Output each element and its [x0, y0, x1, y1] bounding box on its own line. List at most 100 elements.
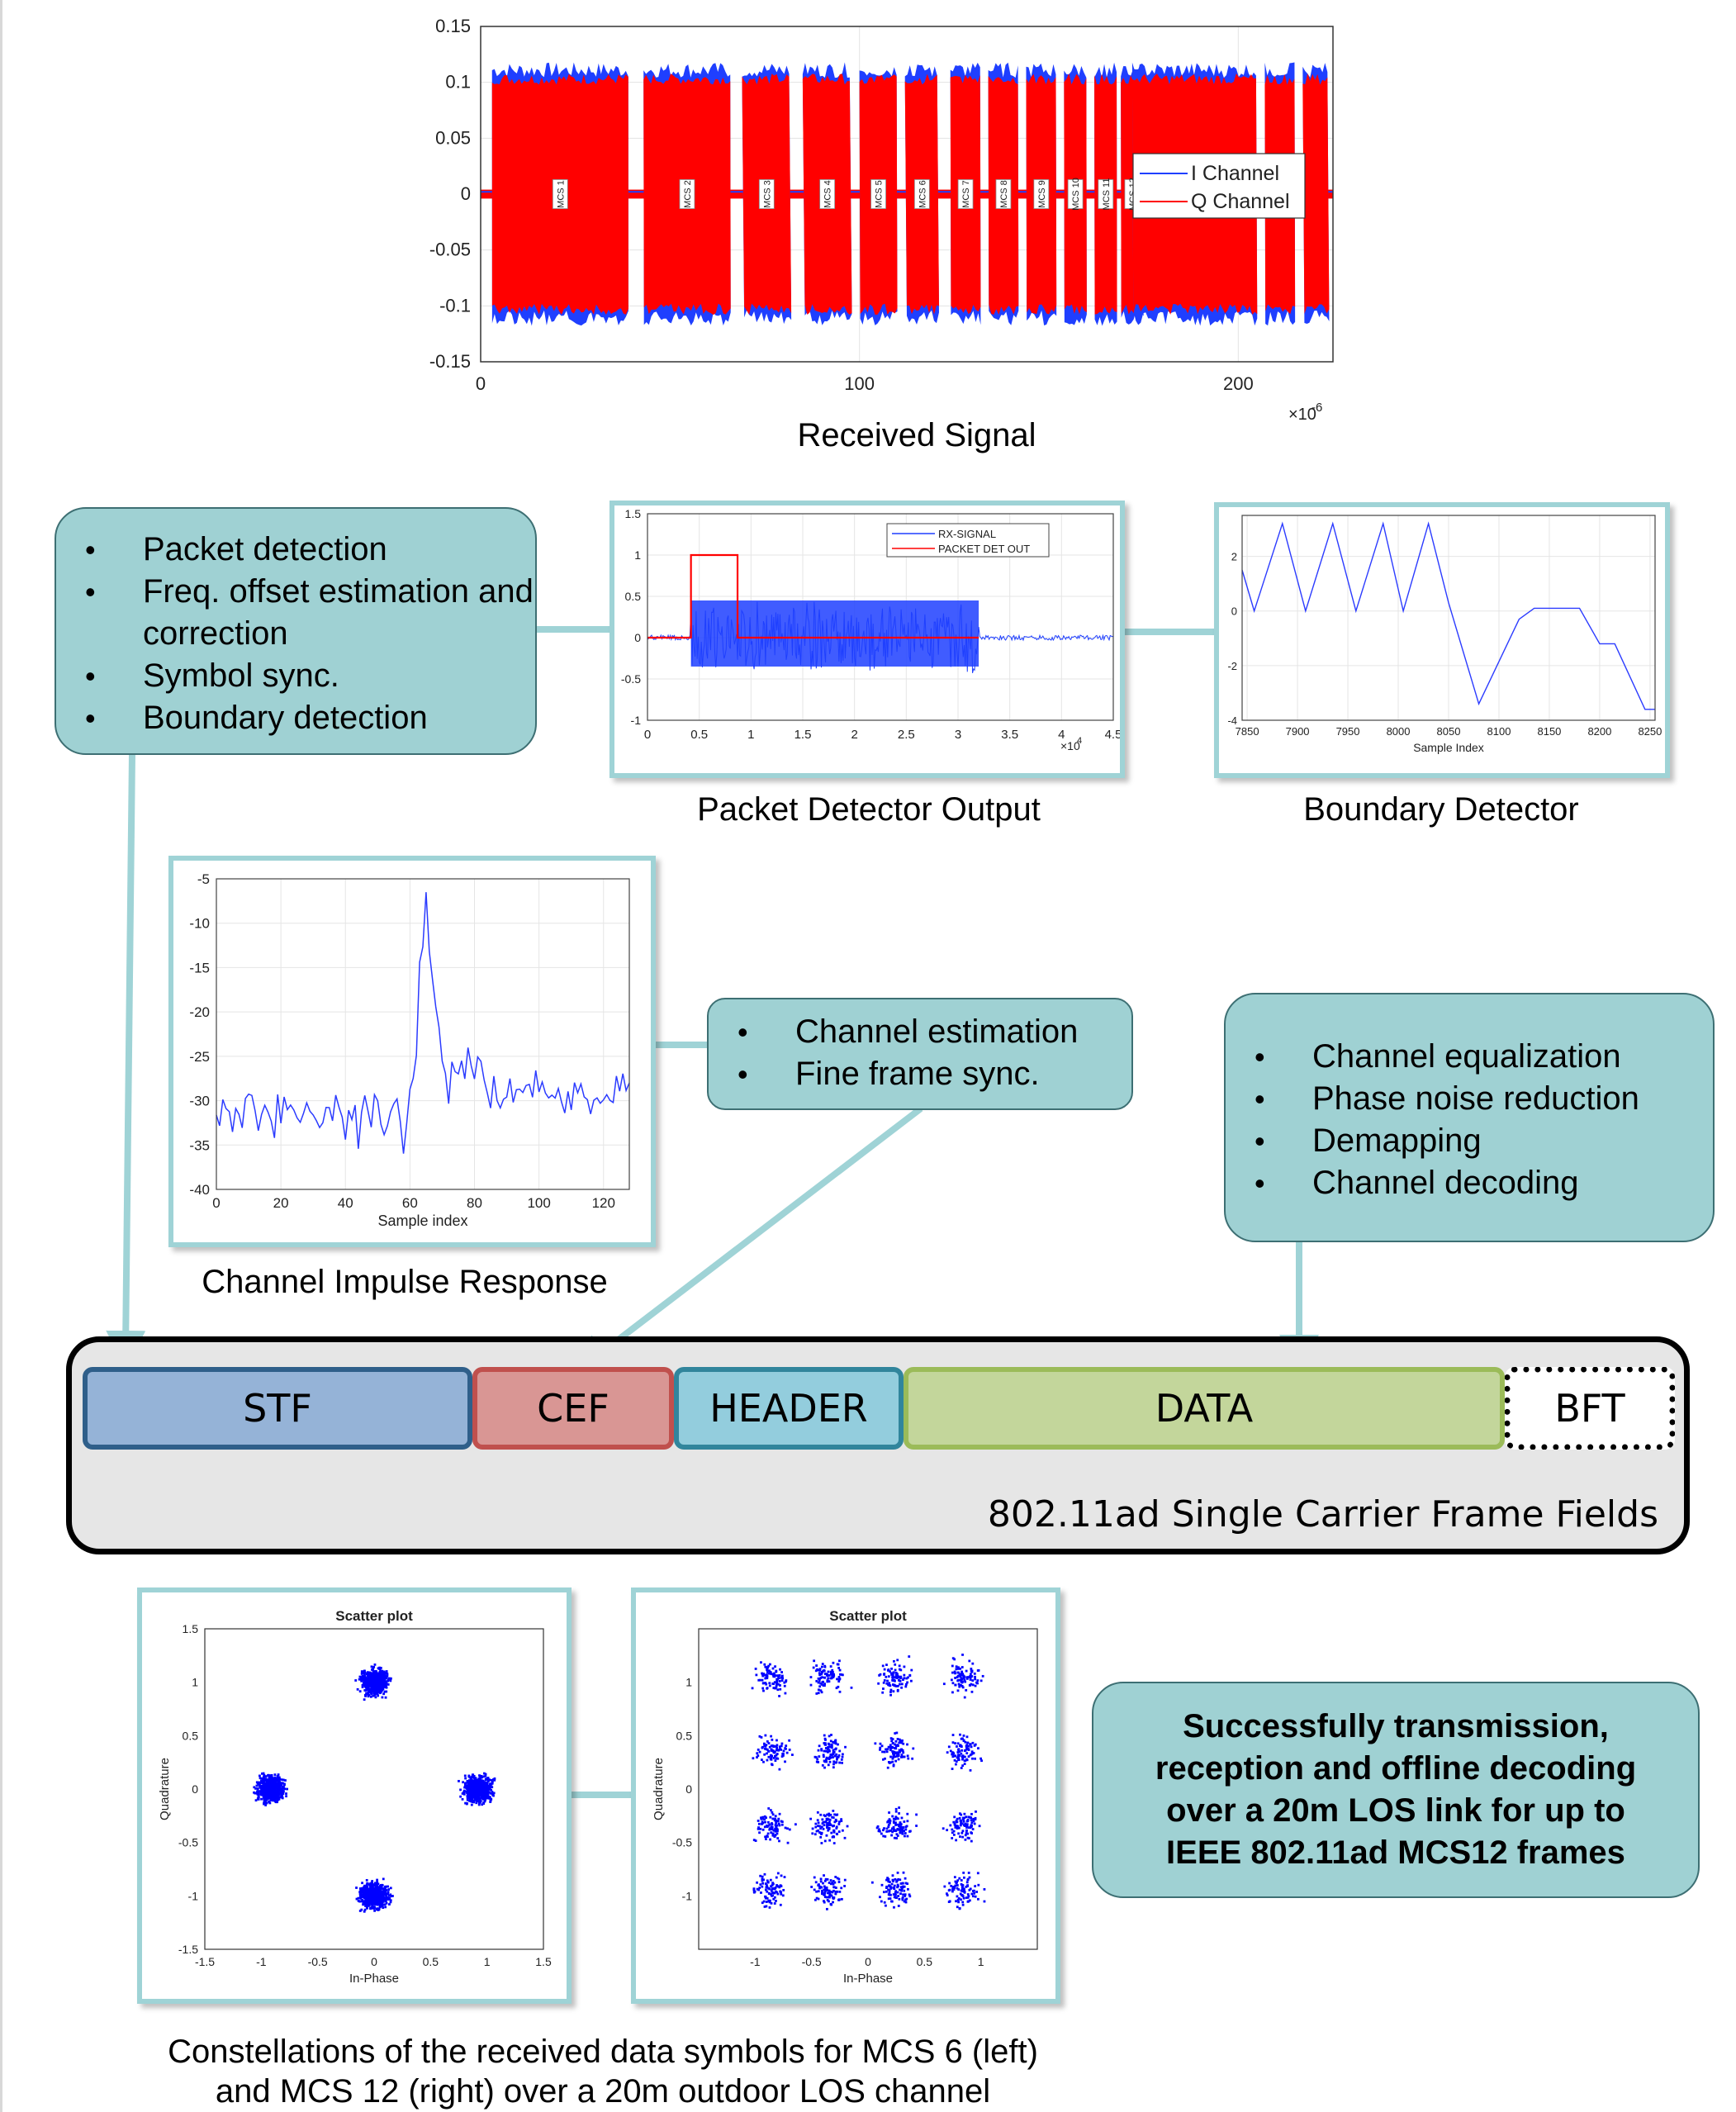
scatter-point: [774, 1759, 777, 1762]
scatter-point: [897, 1751, 900, 1754]
scatter-point: [974, 1895, 977, 1898]
scatter-point: [817, 1677, 820, 1680]
scatter-point: [767, 1664, 770, 1668]
scatter-point: [360, 1887, 363, 1890]
scatter-point: [900, 1748, 904, 1751]
scatter-point: [954, 1683, 957, 1687]
scatter-point: [881, 1750, 884, 1754]
scatter-point: [897, 1753, 900, 1756]
scatter-point: [484, 1773, 487, 1776]
cir-y-tick-label: -30: [189, 1094, 210, 1109]
scatter-point: [894, 1818, 897, 1820]
scatter-point: [828, 1680, 831, 1683]
scatter-point: [960, 1681, 964, 1684]
boundary-detector-chart: 7850 7900 7950 8000 8050 8100 8150 8200 825020-2…: [1227, 515, 1662, 754]
scatter-point: [828, 1892, 831, 1896]
scatter-point: [882, 1687, 885, 1690]
scatter-point: [766, 1671, 769, 1673]
scatter-point: [814, 1822, 818, 1825]
scatter-point: [779, 1668, 781, 1671]
scatter-point: [473, 1793, 477, 1796]
scatter-point: [482, 1787, 485, 1791]
scatter-point: [965, 1825, 969, 1828]
scatter-point: [491, 1780, 494, 1783]
scatter-point: [766, 1825, 769, 1829]
scatter-point: [884, 1835, 887, 1838]
scatter-point: [903, 1677, 906, 1680]
scatter-point: [268, 1793, 272, 1796]
scatter-point: [880, 1744, 884, 1748]
scatter-point: [954, 1742, 956, 1745]
scatter-point: [381, 1896, 383, 1899]
scatter-point: [263, 1795, 267, 1798]
scatter-point: [943, 1885, 946, 1888]
scatter-point: [823, 1766, 826, 1769]
scatter-point: [874, 1742, 877, 1745]
scatter-point: [837, 1743, 839, 1746]
scatter-point: [895, 1674, 898, 1678]
rx-packet-label-text: MCS 9: [1037, 180, 1047, 208]
scatter-point: [965, 1678, 969, 1680]
scatter-point: [900, 1682, 904, 1686]
constellation-caption-line2: and MCS 12 (right) over a 20m outdoor LO…: [215, 2073, 991, 2110]
scatter-point: [378, 1903, 381, 1906]
scatter-point: [766, 1675, 769, 1678]
scatter-point: [955, 1839, 958, 1842]
scatter-point: [962, 1896, 965, 1900]
scatter-point: [482, 1772, 486, 1775]
scatter-point: [823, 1669, 826, 1673]
scatter-point: [776, 1688, 780, 1692]
scatter-point: [270, 1786, 273, 1789]
scatter-point: [389, 1901, 392, 1904]
arrow-to-cef: [572, 1105, 923, 1375]
scatter-point: [761, 1877, 764, 1881]
scatter-point: [773, 1834, 776, 1838]
scatter-point: [486, 1784, 489, 1787]
scatter-point: [776, 1753, 779, 1755]
scatter-point: [955, 1665, 958, 1668]
scatter-point: [956, 1825, 959, 1829]
scatter-point: [378, 1689, 381, 1692]
scatter-point: [357, 1896, 360, 1900]
pd-x-tick-label: 2.5: [898, 728, 915, 742]
scatter-point: [881, 1691, 885, 1694]
scatter-point: [389, 1893, 392, 1896]
scatter-point: [463, 1784, 467, 1787]
rx-packet-label: MCS 6: [913, 179, 930, 209]
scatter-point: [368, 1678, 372, 1682]
scatter-point: [957, 1826, 960, 1830]
scatter-point: [459, 1788, 462, 1792]
scatter-point: [762, 1760, 765, 1763]
scatter-point: [471, 1796, 474, 1799]
scatter-point: [488, 1778, 491, 1782]
scatter-point: [788, 1739, 791, 1742]
scatter-point: [382, 1685, 385, 1688]
scatter-point: [971, 1895, 975, 1898]
scatter-point: [274, 1793, 277, 1796]
scatter-point: [901, 1896, 904, 1899]
scatter-point: [780, 1676, 783, 1679]
scatter-x-tick-label: 0.5: [423, 1955, 439, 1968]
scatter-point: [902, 1871, 905, 1874]
scatter-point: [883, 1901, 886, 1904]
scatter-point: [277, 1789, 279, 1792]
scatter-point: [828, 1818, 831, 1821]
scatter-point: [976, 1872, 979, 1875]
scatter-point: [760, 1816, 762, 1820]
scatter-point: [960, 1898, 962, 1901]
scatter-point: [773, 1681, 776, 1684]
scatter-point: [267, 1783, 269, 1787]
scatter-point: [815, 1760, 818, 1763]
scatter-point: [966, 1832, 970, 1835]
scatter-y-axis-label: Quadrature: [158, 1758, 172, 1820]
scatter-point: [760, 1736, 763, 1739]
scatter-point: [832, 1756, 834, 1758]
scatter-point: [894, 1891, 897, 1895]
scatter-point: [380, 1678, 382, 1680]
scatter-point: [774, 1830, 777, 1833]
scatter-point: [264, 1787, 268, 1791]
scatter-point: [965, 1735, 969, 1739]
scatter-point: [884, 1757, 886, 1760]
scatter-point: [780, 1885, 783, 1888]
scatter-point: [286, 1787, 288, 1791]
